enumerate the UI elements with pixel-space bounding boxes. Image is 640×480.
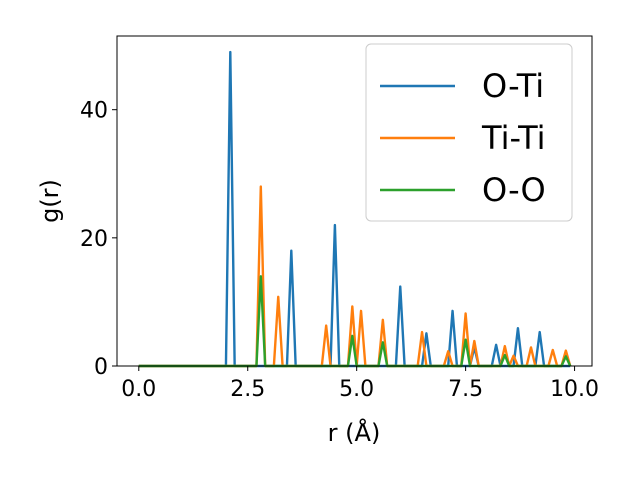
- x-axis-label: r (Å): [328, 418, 381, 447]
- y-tick-label: 0: [94, 355, 108, 380]
- x-axis: 0.0 2.5 5.0 7.5 10.0: [121, 366, 599, 402]
- x-tick-label: 10.0: [550, 377, 599, 402]
- y-tick-label: 20: [80, 227, 108, 252]
- x-tick-label: 2.5: [230, 377, 265, 402]
- legend-label-0: O-Ti: [482, 67, 544, 105]
- x-tick-label: 7.5: [448, 377, 483, 402]
- legend-label-1: Ti-Ti: [481, 119, 546, 157]
- legend-label-2: O-O: [482, 171, 546, 209]
- y-axis-label: g(r): [36, 179, 64, 223]
- legend: O-Ti Ti-Ti O-O: [365, 43, 573, 222]
- x-tick-label: 0.0: [121, 377, 156, 402]
- y-tick-label: 40: [80, 99, 108, 124]
- legend-box: [365, 43, 573, 222]
- y-axis: 0 20 40: [80, 99, 117, 380]
- x-tick-label: 5.0: [339, 377, 374, 402]
- plot-frame: [116, 35, 593, 367]
